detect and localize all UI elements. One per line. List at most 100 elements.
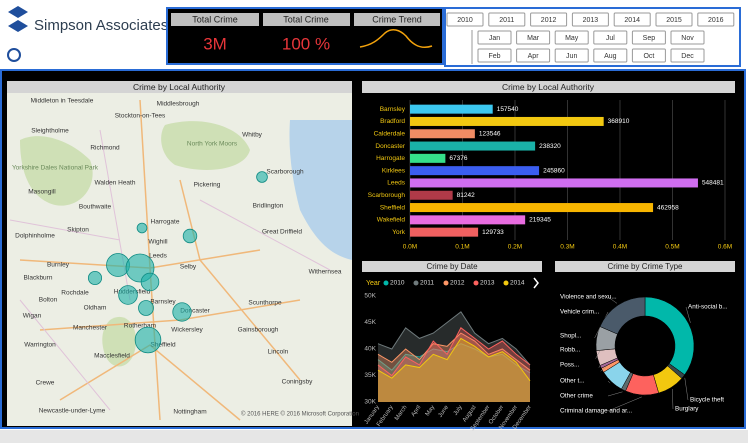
data-label: 462958 [657, 204, 679, 211]
year-button[interactable] [697, 12, 735, 27]
x-tick-label: 0.1M [455, 244, 469, 251]
leader-line [600, 364, 609, 372]
legend-swatch [503, 280, 509, 286]
park [20, 136, 93, 206]
legend-scroll[interactable] [533, 277, 539, 289]
area-line [377, 343, 531, 374]
map-attribution: © 2016 HERE © 2016 Microsoft Corporation [241, 411, 359, 418]
month-label: Jul [606, 35, 615, 42]
category-label: Scarborough [368, 192, 406, 199]
bar [410, 129, 475, 139]
month-label: Sep [643, 35, 656, 42]
data-label: 548481 [702, 180, 724, 187]
month-button[interactable] [670, 48, 705, 63]
place-label: North York Moors [187, 141, 238, 148]
y-tick-label: 50K [364, 293, 376, 300]
map-bubble[interactable] [118, 285, 138, 305]
legend-label: 2012 [450, 280, 465, 287]
map-bubble[interactable] [138, 300, 154, 316]
month-button[interactable] [477, 48, 512, 63]
legend-label: 2010 [390, 280, 405, 287]
x-tick-label: 0.5M [665, 244, 679, 251]
year-label: 2013 [583, 17, 599, 24]
slice-label: Poss... [560, 362, 579, 369]
category-label: Leeds [387, 180, 405, 187]
place-label: Bolton [39, 297, 58, 304]
month-button[interactable] [593, 30, 628, 45]
year-button[interactable] [655, 12, 693, 27]
x-tick-label: 0.4M [613, 244, 627, 251]
place-label: Scunthorpe [248, 300, 282, 307]
month-label: Jun [566, 53, 577, 60]
chart-title: Crime by Local Authority [502, 82, 595, 92]
data-label: 67376 [449, 155, 467, 162]
map-bubble[interactable] [172, 302, 192, 322]
area-line [377, 311, 531, 366]
month-button[interactable] [593, 48, 628, 63]
x-tick-label: 0.2M [508, 244, 522, 251]
kpi-value: 3M [203, 34, 227, 53]
map-bubble[interactable] [136, 222, 148, 234]
bar [410, 153, 446, 163]
x-tick-label: May [425, 405, 436, 418]
map-bubble[interactable] [182, 228, 198, 244]
park [102, 316, 136, 367]
year-button[interactable] [488, 12, 526, 27]
sparkline [359, 28, 433, 48]
category-label: Harrogate [376, 155, 405, 162]
donut-slice [599, 296, 646, 335]
month-button[interactable] [554, 30, 589, 45]
place-label: Withernsea [309, 269, 342, 276]
month-label: May [565, 35, 579, 42]
month-label: Oct [643, 53, 654, 60]
x-tick-label: 0.0M [403, 244, 417, 251]
place-label: Great Driffield [262, 229, 302, 236]
month-label: Jan [489, 35, 500, 42]
category-label: Doncaster [375, 143, 405, 150]
bar [410, 104, 493, 114]
place-label: Leeds [149, 253, 167, 260]
year-button[interactable] [446, 12, 484, 27]
place-label: Gainsborough [238, 327, 279, 334]
category-label: Sheffield [380, 204, 406, 211]
slice-label: Burglary [675, 406, 699, 413]
place-label: Stockton-on-Tees [115, 113, 166, 120]
legend-title: Year [366, 280, 381, 287]
map-bubble[interactable] [134, 326, 162, 354]
slice-label: Robb... [560, 347, 581, 354]
bar [410, 141, 536, 151]
y-tick-label: 35K [364, 372, 376, 379]
bar [410, 203, 654, 213]
month-button[interactable] [670, 30, 705, 45]
year-button[interactable] [571, 12, 609, 27]
legend-label: 2011 [420, 280, 434, 287]
year-button[interactable] [613, 12, 651, 27]
place-label: Sleightholme [31, 128, 69, 135]
month-button[interactable] [477, 30, 512, 45]
month-button[interactable] [631, 30, 666, 45]
x-tick-label: July [453, 405, 464, 417]
place-label: Coningsby [282, 379, 313, 386]
month-button[interactable] [554, 48, 589, 63]
map-bubble[interactable] [256, 171, 268, 183]
month-button[interactable] [516, 48, 551, 63]
place-label: Selby [180, 264, 197, 271]
place-label: Lincoln [268, 349, 289, 356]
bar [410, 227, 479, 237]
map-bubble[interactable] [140, 272, 160, 292]
legend-swatch [473, 280, 479, 286]
area-fill [378, 333, 530, 402]
month-button[interactable] [631, 48, 666, 63]
globe-icon [7, 48, 21, 62]
category-label: Calderdale [374, 130, 406, 137]
map-bubble[interactable] [87, 270, 103, 286]
place-label: Wigan [23, 313, 42, 320]
bar [410, 116, 604, 126]
place-label: Newcastle-under-Lyme [39, 408, 106, 415]
place-label: Macclesfield [94, 353, 130, 360]
kpi-title-box [171, 13, 259, 26]
year-button[interactable] [530, 12, 568, 27]
chart-title: Crime by Crime Type [608, 262, 684, 271]
month-button[interactable] [516, 30, 551, 45]
leader-line [607, 380, 611, 384]
